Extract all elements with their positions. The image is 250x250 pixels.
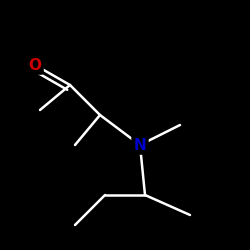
Text: O: O [28, 58, 42, 72]
Text: N: N [134, 138, 146, 152]
